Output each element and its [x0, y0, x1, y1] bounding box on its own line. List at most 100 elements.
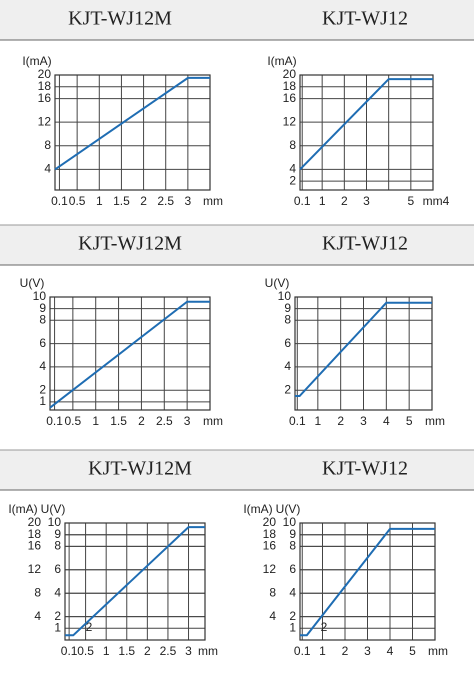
chart-title: KJT-WJ12 — [322, 458, 408, 480]
y2-tick-label: 4 — [289, 585, 296, 599]
x-tick-label: 0.1 — [51, 194, 68, 208]
plot-frame — [49, 296, 211, 411]
y2-tick-label: 8 — [54, 539, 61, 553]
x-tick-label: 1 — [103, 644, 110, 658]
y-tick-label: 18 — [38, 79, 52, 93]
header-band — [0, 450, 474, 490]
y-tick-label: 12 — [28, 562, 42, 576]
y-tick-label: 18 — [28, 527, 42, 541]
x-axis-label: mm — [203, 194, 223, 208]
y-tick-label: 12 — [283, 114, 297, 128]
x-tick-label: 0.5 — [77, 644, 94, 658]
y2-tick-label: 1 — [289, 620, 296, 634]
x-tick-label: 2.5 — [157, 194, 174, 208]
y-axis-label: I(mA) — [243, 502, 272, 516]
data-line — [300, 527, 435, 637]
y2-tick-label: 8 — [289, 539, 296, 553]
x-axis-label: mm — [203, 414, 223, 428]
y2-tick-label: 2 — [54, 609, 61, 623]
x-tick-label: 0.1 — [61, 644, 78, 658]
y-tick-label: 8 — [269, 585, 276, 599]
y-tick-label: 20 — [283, 67, 297, 81]
y-axis-label: U(V) — [20, 276, 45, 290]
x-tick-label: 2 — [144, 644, 151, 658]
y2-tick-label: 4 — [54, 585, 61, 599]
y2-tick-label: 9 — [54, 527, 61, 541]
x-tick-label: 2 — [140, 194, 147, 208]
y-tick-label: 6 — [284, 336, 291, 350]
y-tick-label: 8 — [44, 138, 51, 152]
x-tick-label: 2 — [337, 414, 344, 428]
plot-frame — [64, 522, 206, 641]
y2-tick-label: 6 — [54, 562, 61, 576]
y-tick-label: 2 — [39, 382, 46, 396]
data-line — [54, 76, 210, 171]
y2-tick-label: 1 — [54, 620, 61, 634]
x-tick-label: 1 — [319, 194, 326, 208]
data-line — [65, 526, 205, 637]
y-tick-label: 4 — [34, 609, 41, 623]
x-tick-label: 2.5 — [156, 414, 173, 428]
y-tick-label: 10 — [33, 289, 47, 303]
y-tick-label: 18 — [283, 79, 297, 93]
y-tick-label: 8 — [284, 312, 291, 326]
plot-frame — [299, 522, 436, 641]
x-tick-label: 3 — [363, 194, 370, 208]
y-tick-label: 18 — [263, 527, 277, 541]
y-tick-label: 4 — [44, 162, 51, 176]
y-tick-label: 9 — [39, 301, 46, 315]
x-tick-label: 2 — [342, 644, 349, 658]
x-tick-label: 4 — [387, 644, 394, 658]
x-tick-label: 3 — [184, 414, 191, 428]
chart-title: KJT-WJ12 — [322, 233, 408, 255]
x-tick-label: 0.5 — [65, 414, 82, 428]
y2-tick-label: 6 — [289, 562, 296, 576]
plot-frame — [294, 296, 433, 411]
y-tick-label: 12 — [38, 114, 52, 128]
x-tick-label: 2 — [138, 414, 145, 428]
y-tick-label: 20 — [28, 515, 42, 529]
x-tick-label: 0.1 — [294, 194, 311, 208]
x-tick-label: 3 — [364, 644, 371, 658]
y-tick-label: 9 — [284, 301, 291, 315]
y-tick-label: 16 — [28, 539, 42, 553]
y-tick-label: 8 — [39, 312, 46, 326]
y-axis-label: U(V) — [265, 276, 290, 290]
y-tick-label: 4 — [284, 359, 291, 373]
y2-tick-label: 9 — [289, 527, 296, 541]
x-tick-label: 3 — [360, 414, 367, 428]
y2-tick-label: 10 — [48, 515, 62, 529]
y-tick-label: 20 — [38, 67, 52, 81]
x-tick-label: 2.5 — [160, 644, 177, 658]
y2-axis-label: U(V) — [41, 502, 66, 516]
x-tick-label: 0.1 — [289, 414, 306, 428]
y-tick-label: 2 — [289, 173, 296, 187]
data-line — [299, 78, 433, 171]
annotation: 2 — [321, 620, 328, 634]
x-tick-label: 1.5 — [110, 414, 127, 428]
x-tick-label: 5 — [409, 644, 416, 658]
header-band — [0, 225, 474, 265]
y2-tick-label: 2 — [289, 609, 296, 623]
x-tick-label: 1 — [92, 414, 99, 428]
chart-title: KJT-WJ12M — [88, 458, 192, 480]
x-tick-label: 0.1 — [46, 414, 63, 428]
y-tick-label: 6 — [39, 336, 46, 350]
x-tick-label: 1 — [314, 414, 321, 428]
x-tick-label: 1.5 — [113, 194, 130, 208]
x-axis-label: mm4 — [423, 194, 450, 208]
header-band — [0, 0, 474, 40]
y-tick-label: 4 — [269, 609, 276, 623]
x-axis-label: mm — [198, 644, 218, 658]
y2-tick-label: 10 — [283, 515, 297, 529]
data-line — [49, 300, 210, 409]
x-axis-label: mm — [425, 414, 445, 428]
y-tick-label: 8 — [34, 585, 41, 599]
y-tick-label: 16 — [283, 91, 297, 105]
y-tick-label: 8 — [289, 138, 296, 152]
x-axis-label: mm — [428, 644, 448, 658]
x-tick-label: 1.5 — [118, 644, 135, 658]
y-axis-label: I(mA) — [22, 54, 51, 68]
y-tick-label: 10 — [278, 289, 292, 303]
